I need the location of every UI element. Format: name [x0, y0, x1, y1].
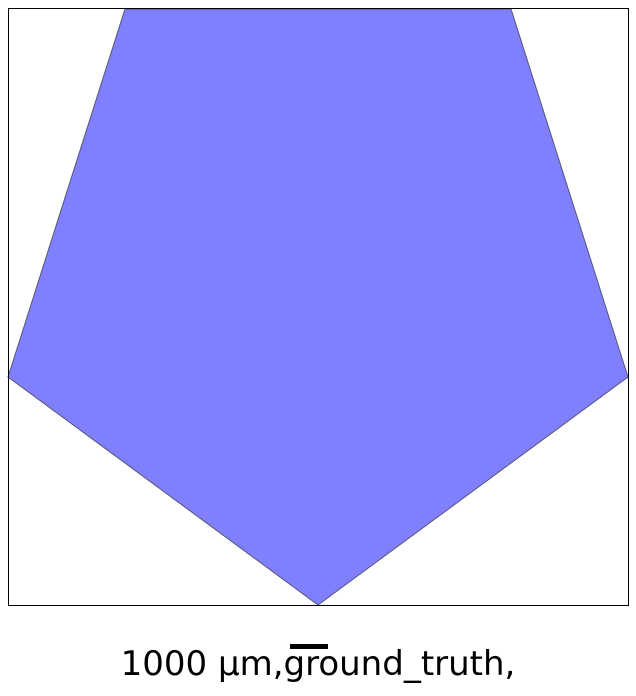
- figure-caption: 1000 µm,ground_truth,: [120, 644, 516, 684]
- plot-frame: [8, 8, 629, 606]
- scale-bar: [290, 644, 328, 649]
- pentagon-shape: [7, 8, 629, 606]
